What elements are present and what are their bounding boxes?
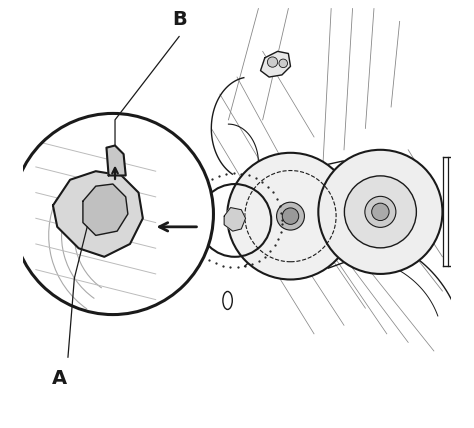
Circle shape — [267, 57, 278, 67]
Polygon shape — [224, 208, 246, 231]
Text: B: B — [172, 10, 187, 29]
Circle shape — [227, 153, 354, 279]
Circle shape — [276, 202, 304, 230]
Circle shape — [319, 150, 442, 274]
Circle shape — [12, 113, 213, 315]
Circle shape — [279, 59, 288, 68]
Polygon shape — [107, 146, 126, 175]
Circle shape — [282, 208, 299, 224]
Polygon shape — [261, 51, 291, 77]
Circle shape — [372, 203, 389, 220]
Text: A: A — [52, 369, 67, 388]
Circle shape — [345, 176, 416, 248]
Polygon shape — [53, 171, 143, 257]
Circle shape — [365, 196, 396, 227]
Polygon shape — [83, 184, 128, 235]
